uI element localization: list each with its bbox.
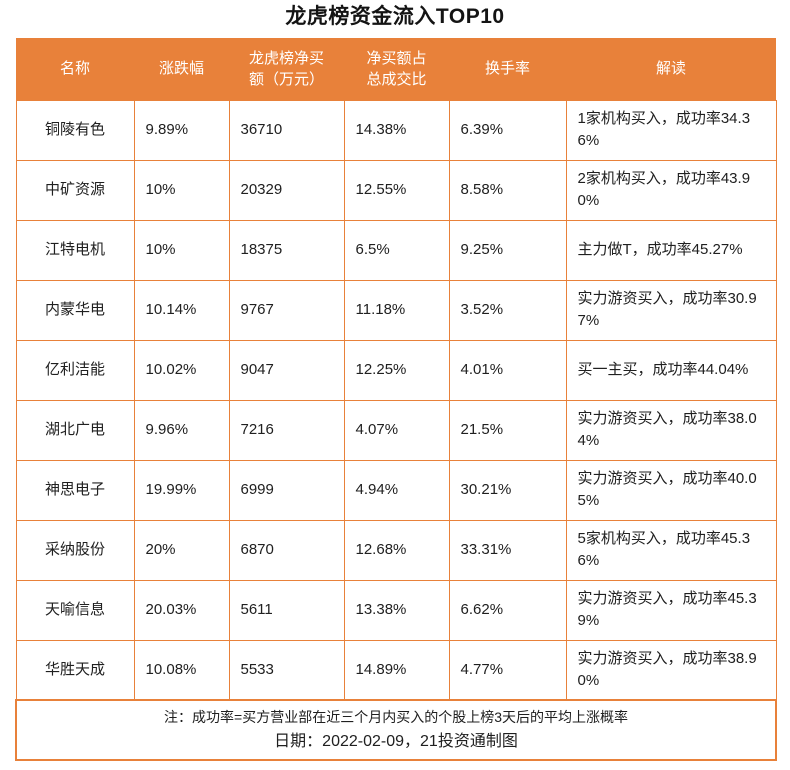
cell-net-buy: 9047 <box>228 340 345 401</box>
cell-change: 10% <box>133 220 230 281</box>
cell-name: 亿利洁能 <box>15 340 135 401</box>
table-row: 神思电子 19.99% 6999 4.94% 30.21% 实力游资买入，成功率… <box>15 460 777 521</box>
cell-name: 铜陵有色 <box>15 99 135 161</box>
cell-note: 主力做T，成功率45.27% <box>565 220 777 281</box>
cell-note: 2家机构买入，成功率43.90% <box>565 160 777 221</box>
table-row: 天喻信息 20.03% 5611 13.38% 6.62% 实力游资买入，成功率… <box>15 580 777 641</box>
cell-note: 实力游资买入，成功率38.90% <box>565 640 777 701</box>
cell-change: 19.99% <box>133 460 230 521</box>
cell-name: 湖北广电 <box>15 400 135 461</box>
cell-turnover: 8.58% <box>448 160 567 221</box>
cell-change: 10.08% <box>133 640 230 701</box>
page-title: 龙虎榜资金流入TOP10 <box>285 5 505 28</box>
cell-change: 10.14% <box>133 280 230 341</box>
cell-turnover: 6.39% <box>448 99 567 161</box>
cell-change: 9.89% <box>133 99 230 161</box>
cell-turnover: 9.25% <box>448 220 567 281</box>
cell-change: 20% <box>133 520 230 581</box>
cell-net-buy: 18375 <box>228 220 345 281</box>
table-body: 铜陵有色 9.89% 36710 14.38% 6.39% 1家机构买入，成功率… <box>15 99 777 761</box>
cell-change: 9.96% <box>133 400 230 461</box>
cell-turnover: 21.5% <box>448 400 567 461</box>
cell-net-ratio: 14.89% <box>343 640 450 701</box>
footnote-definition: 注：成功率=买方营业部在近三个月内买入的个股上榜3天后的平均上涨概率 <box>164 709 628 725</box>
cell-net-ratio: 12.25% <box>343 340 450 401</box>
cell-note: 实力游资买入，成功率45.39% <box>565 580 777 641</box>
cell-note: 实力游资买入，成功率30.97% <box>565 280 777 341</box>
cell-turnover: 6.62% <box>448 580 567 641</box>
cell-turnover: 4.01% <box>448 340 567 401</box>
cell-net-ratio: 4.94% <box>343 460 450 521</box>
cell-net-buy: 20329 <box>228 160 345 221</box>
cell-net-buy: 5611 <box>228 580 345 641</box>
cell-net-buy: 6999 <box>228 460 345 521</box>
table-row: 华胜天成 10.08% 5533 14.89% 4.77% 实力游资买入，成功率… <box>15 640 777 701</box>
cell-turnover: 3.52% <box>448 280 567 341</box>
cell-net-buy: 5533 <box>228 640 345 701</box>
cell-net-ratio: 12.68% <box>343 520 450 581</box>
cell-net-ratio: 11.18% <box>343 280 450 341</box>
lhb-table: 名称 涨跌幅 龙虎榜净买额（万元） 净买额占总成交比 换手率 解读 铜陵有色 9… <box>15 38 777 761</box>
cell-net-ratio: 6.5% <box>343 220 450 281</box>
cell-note: 5家机构买入，成功率45.36% <box>565 520 777 581</box>
footnote-cell: 注：成功率=买方营业部在近三个月内买入的个股上榜3天后的平均上涨概率 日期：20… <box>15 699 777 761</box>
cell-note: 实力游资买入，成功率40.05% <box>565 460 777 521</box>
cell-name: 内蒙华电 <box>15 280 135 341</box>
table-header: 名称 涨跌幅 龙虎榜净买额（万元） 净买额占总成交比 换手率 解读 <box>16 38 776 100</box>
cell-note: 1家机构买入，成功率34.36% <box>565 99 777 161</box>
cell-note: 买一主买，成功率44.04% <box>565 340 777 401</box>
column-header-net-ratio-line1: 净买额占 <box>366 49 427 67</box>
table-row: 采纳股份 20% 6870 12.68% 33.31% 5家机构买入，成功率45… <box>15 520 777 581</box>
cell-name: 神思电子 <box>15 460 135 521</box>
cell-turnover: 4.77% <box>448 640 567 701</box>
footnote-row: 注：成功率=买方营业部在近三个月内买入的个股上榜3天后的平均上涨概率 日期：20… <box>15 699 777 761</box>
cell-net-ratio: 4.07% <box>343 400 450 461</box>
cell-net-ratio: 13.38% <box>343 580 450 641</box>
table-row: 铜陵有色 9.89% 36710 14.38% 6.39% 1家机构买入，成功率… <box>15 99 777 161</box>
cell-net-ratio: 14.38% <box>343 99 450 161</box>
table-row: 江特电机 10% 18375 6.5% 9.25% 主力做T，成功率45.27% <box>15 220 777 281</box>
cell-note: 实力游资买入，成功率38.04% <box>565 400 777 461</box>
table-row: 亿利洁能 10.02% 9047 12.25% 4.01% 买一主买，成功率44… <box>15 340 777 401</box>
cell-name: 采纳股份 <box>15 520 135 581</box>
cell-change: 10% <box>133 160 230 221</box>
table-row: 内蒙华电 10.14% 9767 11.18% 3.52% 实力游资买入，成功率… <box>15 280 777 341</box>
cell-net-buy: 7216 <box>228 400 345 461</box>
column-header-net-buy: 龙虎榜净买额（万元） <box>229 38 344 100</box>
table-row: 湖北广电 9.96% 7216 4.07% 21.5% 实力游资买入，成功率38… <box>15 400 777 461</box>
cell-name: 天喻信息 <box>15 580 135 641</box>
column-header-note: 解读 <box>566 38 776 100</box>
cell-net-ratio: 12.55% <box>343 160 450 221</box>
cell-turnover: 33.31% <box>448 520 567 581</box>
cell-change: 20.03% <box>133 580 230 641</box>
header-row: 名称 涨跌幅 龙虎榜净买额（万元） 净买额占总成交比 换手率 解读 <box>16 38 776 100</box>
lhb-table-container: 名称 涨跌幅 龙虎榜净买额（万元） 净买额占总成交比 换手率 解读 铜陵有色 9… <box>15 38 777 761</box>
cell-net-buy: 36710 <box>228 99 345 161</box>
cell-name: 中矿资源 <box>15 160 135 221</box>
cell-name: 江特电机 <box>15 220 135 281</box>
column-header-change: 涨跌幅 <box>134 38 229 100</box>
column-header-net-buy-line1: 龙虎榜净买 <box>248 49 324 67</box>
column-header-net-ratio: 净买额占 总成交比 <box>344 38 449 100</box>
column-header-turnover: 换手率 <box>449 38 566 100</box>
column-header-net-ratio-line2: 总成交比 <box>366 70 427 88</box>
cell-turnover: 30.21% <box>448 460 567 521</box>
cell-change: 10.02% <box>133 340 230 401</box>
table-row: 中矿资源 10% 20329 12.55% 8.58% 2家机构买入，成功率43… <box>15 160 777 221</box>
footnote-date-credit: 日期：2022-02-09，21投资通制图 <box>274 733 518 750</box>
column-header-net-buy-line2: 额（万元） <box>248 70 324 88</box>
cell-net-buy: 6870 <box>228 520 345 581</box>
column-header-name: 名称 <box>16 38 134 100</box>
cell-net-buy: 9767 <box>228 280 345 341</box>
cell-name: 华胜天成 <box>15 640 135 701</box>
